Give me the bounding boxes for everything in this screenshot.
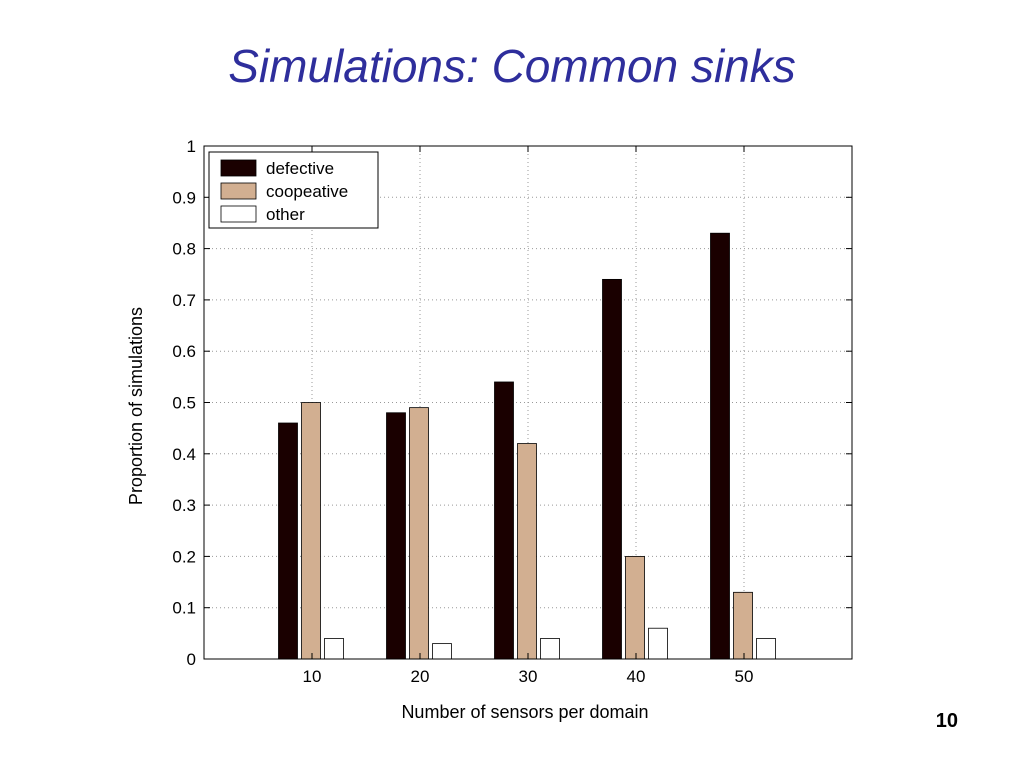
bar-other-40 (648, 627, 668, 660)
bar-defective-20 (386, 412, 406, 660)
legend: defective coopeative other (208, 151, 379, 229)
y-tick-label: 0.7 (172, 291, 196, 310)
bar-other-20 (432, 643, 452, 660)
legend-label: other (266, 205, 305, 224)
y-axis-label: Proportion of simulations (126, 307, 146, 505)
bar-coopeative-20 (409, 407, 429, 660)
x-axis-label: Number of sensors per domain (401, 702, 648, 722)
legend-swatch-defective (220, 159, 257, 177)
legend-swatch-other (220, 205, 257, 223)
bar-defective-10 (278, 422, 298, 660)
legend-label: defective (266, 159, 334, 178)
x-tick-label: 50 (735, 667, 754, 686)
legend-label: coopeative (266, 182, 348, 201)
x-tick-label: 30 (519, 667, 538, 686)
x-tick-label: 20 (411, 667, 430, 686)
bar-defective-40 (602, 278, 622, 660)
bars (278, 232, 776, 660)
y-tick-label: 1 (187, 137, 196, 156)
bar-coopeative-10 (301, 402, 321, 660)
bar-coopeative-50 (733, 591, 753, 660)
x-tick-label: 10 (303, 667, 322, 686)
y-tick-label: 0.6 (172, 342, 196, 361)
y-tick-label: 0.4 (172, 445, 196, 464)
y-tick-label: 0.9 (172, 188, 196, 207)
x-tick-label: 40 (627, 667, 646, 686)
bar-other-10 (324, 638, 344, 660)
bar-coopeative-30 (517, 443, 537, 660)
bar-coopeative-40 (625, 556, 645, 660)
legend-swatch-coopeative (220, 182, 257, 200)
bar-other-30 (540, 638, 560, 660)
y-tick-label: 0.5 (172, 394, 196, 413)
y-tick-label: 0.2 (172, 547, 196, 566)
bar-other-50 (756, 638, 776, 660)
page-number: 10 (935, 710, 958, 732)
y-tick-label: 0.3 (172, 496, 196, 515)
bar-defective-50 (710, 232, 730, 660)
y-tick-label: 0.8 (172, 240, 196, 259)
slide-title: Simulations: Common sinks (228, 40, 796, 92)
y-tick-label: 0 (187, 650, 196, 669)
axis-ticks: 0 0.1 0.2 0.3 0.4 0.5 0.6 0.7 0.8 0.9 1 10 20 30 40 50 (172, 137, 852, 686)
bar-defective-30 (494, 381, 514, 660)
y-tick-label: 0.1 (172, 599, 196, 618)
